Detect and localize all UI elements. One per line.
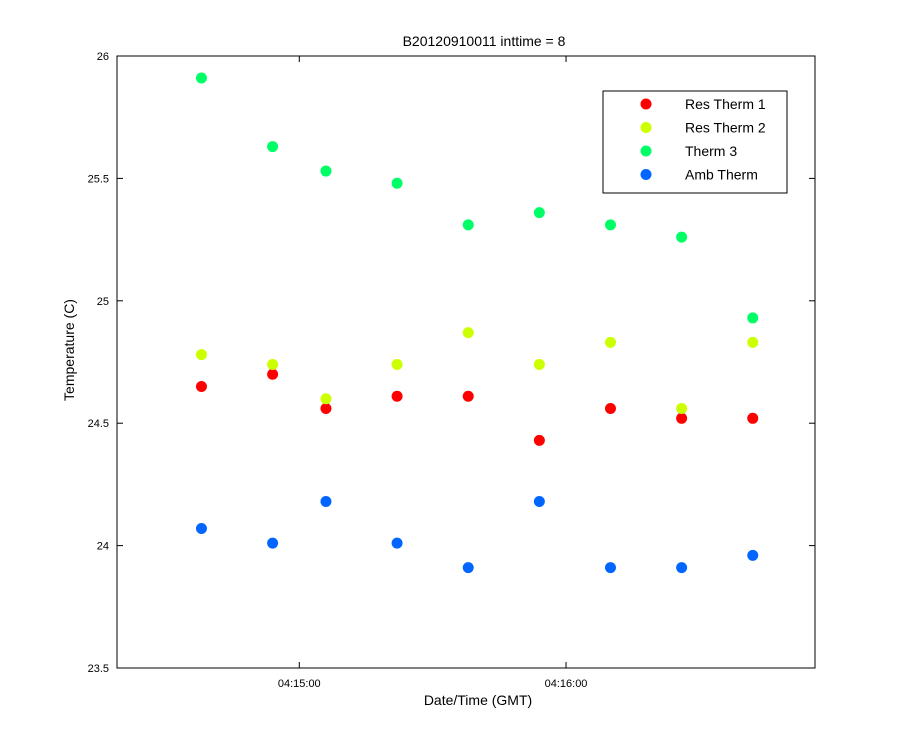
x-tick-label: 04:16:00 <box>545 678 588 690</box>
x-tick-label: 04:15:00 <box>278 678 321 690</box>
data-point-amb-therm <box>604 562 616 574</box>
legend-marker-amb-therm <box>640 169 652 180</box>
series-res-therm-2 <box>195 327 759 415</box>
legend-box <box>602 90 788 194</box>
data-point-res-therm-1 <box>320 403 332 415</box>
data-point-res-therm-1 <box>676 412 688 424</box>
series-res-therm-1 <box>195 368 759 446</box>
data-point-amb-therm <box>462 562 474 574</box>
data-point-therm-3 <box>267 141 279 153</box>
data-point-res-therm-2 <box>462 327 474 339</box>
data-point-res-therm-1 <box>391 390 403 402</box>
legend-label-res-therm-2: Res Therm 2 <box>685 120 766 136</box>
data-point-therm-3 <box>676 231 688 243</box>
data-point-res-therm-2 <box>320 393 332 405</box>
data-point-res-therm-1 <box>533 434 545 446</box>
data-point-therm-3 <box>320 165 332 177</box>
data-point-therm-3 <box>391 177 403 189</box>
y-tick-label: 23.5 <box>88 663 109 675</box>
data-point-res-therm-1 <box>195 380 207 392</box>
data-point-amb-therm <box>676 562 688 574</box>
data-point-res-therm-2 <box>391 358 403 370</box>
x-axis-title: Date/Time (GMT) <box>424 692 532 708</box>
axes-frame <box>116 55 816 669</box>
y-tick-label: 24.5 <box>88 418 109 430</box>
legend-marker-res-therm-2 <box>640 122 652 133</box>
data-point-amb-therm <box>267 537 279 549</box>
y-axis-title: Temperature (C) <box>61 299 77 401</box>
data-point-therm-3 <box>533 207 545 219</box>
data-point-res-therm-2 <box>676 403 688 415</box>
data-point-therm-3 <box>747 312 759 324</box>
data-point-therm-3 <box>604 219 616 231</box>
data-point-res-therm-2 <box>604 336 616 348</box>
data-point-res-therm-2 <box>195 349 207 361</box>
plot-area: 23.5 24 24.5 25 25.5 26 04:15:00 04:16:00 <box>88 51 816 690</box>
data-point-res-therm-1 <box>462 390 474 402</box>
data-point-amb-therm <box>320 496 332 508</box>
legend-marker-res-therm-1 <box>640 98 652 110</box>
y-tick-label: 25.5 <box>88 173 109 185</box>
data-point-res-therm-1 <box>604 403 616 415</box>
legend-label-therm-3: Therm 3 <box>685 143 737 159</box>
legend: Res Therm 1 Res Therm 2 Therm 3 Amb Therm <box>602 90 788 194</box>
chart-title: B20120910011 inttime = 8 <box>403 33 566 49</box>
data-point-therm-3 <box>195 72 207 84</box>
data-point-therm-3 <box>462 219 474 231</box>
series-therm-3 <box>195 72 759 324</box>
series-amb-therm <box>195 496 759 574</box>
y-tick-label: 26 <box>97 51 109 63</box>
data-point-res-therm-2 <box>267 358 279 370</box>
data-point-res-therm-1 <box>747 412 759 424</box>
legend-label-amb-therm: Amb Therm <box>685 167 758 183</box>
data-point-amb-therm <box>533 496 545 508</box>
data-point-res-therm-1 <box>267 368 279 380</box>
legend-label-res-therm-1: Res Therm 1 <box>685 96 766 112</box>
data-point-amb-therm <box>747 549 759 561</box>
y-tick-label: 24 <box>97 541 109 553</box>
y-tick-label: 25 <box>97 296 109 308</box>
data-point-res-therm-2 <box>747 336 759 348</box>
data-point-amb-therm <box>391 537 403 549</box>
data-point-amb-therm <box>195 522 207 534</box>
legend-marker-therm-3 <box>640 145 652 157</box>
data-point-res-therm-2 <box>533 358 545 370</box>
